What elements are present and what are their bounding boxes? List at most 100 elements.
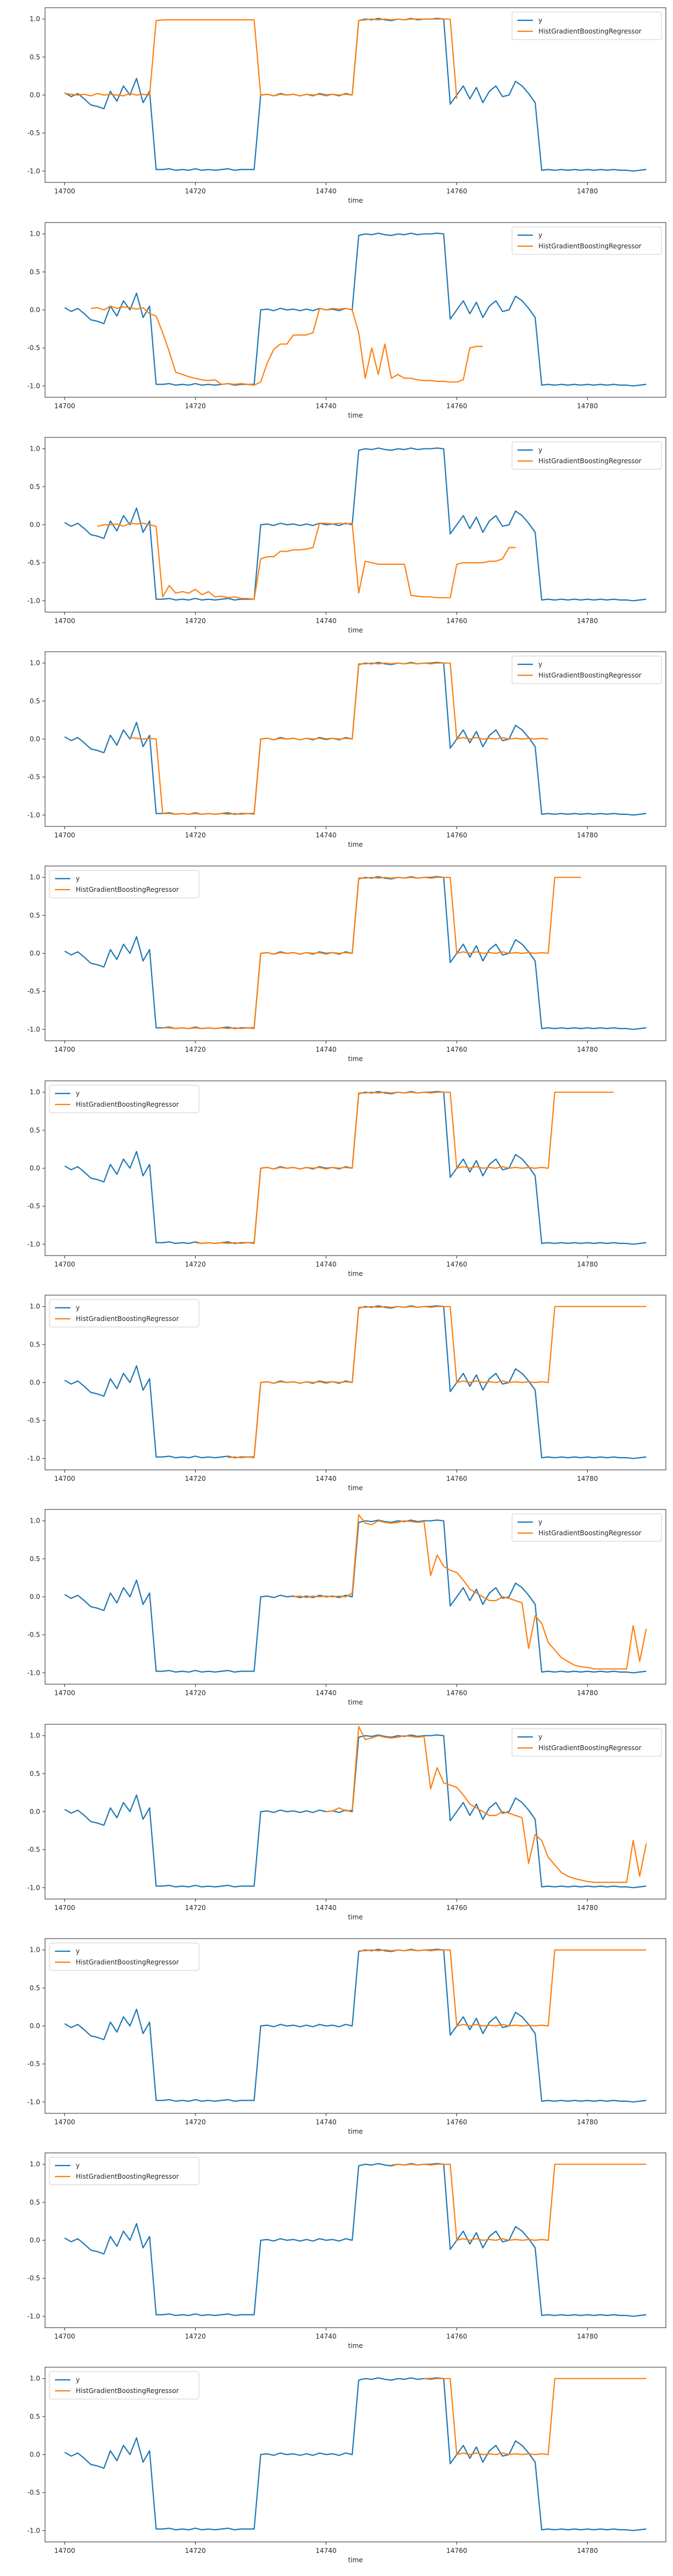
chart-svg-3: 14700 14720 14740 14760 14780 -1.0 -0.5 0.0 0.5 1… — [27, 437, 666, 634]
legend-box — [49, 1942, 199, 1971]
x-tick-label: 14780 — [577, 1261, 598, 1268]
x-tick-label: 14780 — [577, 1904, 598, 1912]
legend-label: HistGradientBoostingRegressor — [538, 27, 642, 35]
y-tick-label: 1.0 — [30, 1517, 40, 1525]
y-tick-label: -0.5 — [27, 1202, 40, 1210]
chart-panel-8: 14700 14720 14740 14760 14780 -1.0 -0.5 0.0 0.5 1… — [0, 1502, 673, 1716]
x-tick-label: 14760 — [446, 2118, 467, 2126]
x-tick-label: 14720 — [185, 617, 205, 625]
legend-label: y — [538, 16, 542, 24]
series-line-model — [91, 306, 483, 386]
x-tick-label: 14720 — [185, 1261, 205, 1268]
x-tick-label: 14740 — [315, 1261, 336, 1268]
x-axis-label: time — [348, 1698, 363, 1706]
chart-panel-12: 14700 14720 14740 14760 14780 -1.0 -0.5 0.0 0.5 1… — [0, 2360, 673, 2574]
x-axis-label: time — [348, 412, 363, 419]
x-axis-label: time — [348, 841, 363, 848]
series-line-model — [195, 1091, 614, 1244]
y-tick-label: 0.0 — [30, 1379, 40, 1386]
x-tick-label: 14760 — [446, 2333, 467, 2340]
legend-box — [49, 2371, 199, 2400]
series-line-model — [130, 662, 549, 815]
legend-label: HistGradientBoostingRegressor — [76, 886, 179, 893]
x-axis-label: time — [348, 197, 363, 204]
x-tick-label: 14700 — [54, 1261, 75, 1268]
series-line-y — [64, 2163, 647, 2317]
x-axis-label: time — [348, 1270, 363, 1278]
x-axis-label: time — [348, 1913, 363, 1921]
x-tick-label: 14780 — [577, 1689, 598, 1697]
x-tick-label: 14720 — [185, 1689, 205, 1697]
legend-box — [49, 870, 199, 898]
series-line-model — [326, 1726, 647, 1883]
chart-panel-10: 14700 14720 14740 14760 14780 -1.0 -0.5 0.0 0.5 1… — [0, 1931, 673, 2145]
x-tick-label: 14740 — [315, 1046, 336, 1053]
x-tick-label: 14760 — [446, 1689, 467, 1697]
y-tick-label: 1.0 — [30, 2161, 40, 2168]
y-tick-label: -0.5 — [27, 2274, 40, 2282]
x-tick-label: 14780 — [577, 2118, 598, 2126]
legend-label: y — [76, 1947, 80, 1955]
series-line-model — [97, 523, 516, 600]
y-tick-label: 0.0 — [30, 950, 40, 957]
series-line-model — [358, 1949, 647, 2027]
x-tick-label: 14760 — [446, 831, 467, 839]
legend: y HistGradientBoostingRegressor — [49, 1942, 199, 1971]
y-tick-label: 0.0 — [30, 521, 40, 529]
y-tick-label: -1.0 — [27, 2312, 40, 2320]
chart-svg-9: 14700 14720 14740 14760 14780 -1.0 -0.5 0.0 0.5 1… — [27, 1724, 666, 1921]
y-tick-label: 0.5 — [30, 697, 40, 705]
x-tick-label: 14780 — [577, 187, 598, 195]
y-tick-label: -1.0 — [27, 597, 40, 604]
legend-label: HistGradientBoostingRegressor — [538, 242, 642, 250]
legend-box — [49, 1085, 199, 1113]
y-tick-label: 0.0 — [30, 91, 40, 99]
y-tick-label: 0.5 — [30, 1555, 40, 1563]
y-tick-label: 1.0 — [30, 445, 40, 453]
x-tick-label: 14780 — [577, 1475, 598, 1483]
legend-box — [49, 1299, 199, 1328]
series-line-y — [64, 18, 647, 172]
y-tick-label: 0.5 — [30, 1341, 40, 1348]
legend-box — [511, 656, 662, 684]
x-tick-label: 14760 — [446, 402, 467, 410]
x-tick-label: 14720 — [185, 831, 205, 839]
x-tick-label: 14700 — [54, 1689, 75, 1697]
legend-box — [511, 12, 662, 40]
y-tick-label: 0.5 — [30, 1126, 40, 1134]
legend-label: y — [76, 875, 80, 882]
chart-svg-8: 14700 14720 14740 14760 14780 -1.0 -0.5 0.0 0.5 1… — [27, 1509, 666, 1706]
x-tick-label: 14740 — [315, 402, 336, 410]
legend-label: y — [76, 1304, 80, 1312]
y-tick-label: -1.0 — [27, 2527, 40, 2534]
x-tick-label: 14700 — [54, 402, 75, 410]
x-tick-label: 14740 — [315, 831, 336, 839]
x-tick-label: 14720 — [185, 1046, 205, 1053]
chart-svg-12: 14700 14720 14740 14760 14780 -1.0 -0.5 0.0 0.5 1… — [27, 2367, 666, 2564]
chart-panel-6: 14700 14720 14740 14760 14780 -1.0 -0.5 0.0 0.5 1… — [0, 1073, 673, 1287]
y-tick-label: 0.5 — [30, 1770, 40, 1778]
legend-label: y — [538, 446, 542, 454]
x-axis-label: time — [348, 1484, 363, 1492]
y-tick-label: -1.0 — [27, 1025, 40, 1033]
x-tick-label: 14740 — [315, 2547, 336, 2555]
legend: y HistGradientBoostingRegressor — [511, 441, 662, 470]
y-tick-label: 1.0 — [30, 230, 40, 238]
chart-svg-2: 14700 14720 14740 14760 14780 -1.0 -0.5 0.0 0.5 1… — [27, 222, 666, 419]
y-tick-label: -0.5 — [27, 773, 40, 781]
y-tick-label: 1.0 — [30, 1732, 40, 1740]
y-tick-label: -1.0 — [27, 1454, 40, 1462]
x-tick-label: 14760 — [446, 1261, 467, 1268]
series-line-y — [64, 1734, 647, 1889]
y-tick-label: -1.0 — [27, 382, 40, 390]
legend: y HistGradientBoostingRegressor — [511, 1728, 662, 1757]
x-tick-label: 14720 — [185, 2333, 205, 2340]
x-tick-label: 14700 — [54, 2547, 75, 2555]
series-line-model — [391, 2163, 647, 2241]
y-tick-label: -1.0 — [27, 1884, 40, 1891]
series-line-y — [64, 232, 647, 387]
y-tick-label: -0.5 — [27, 1417, 40, 1424]
x-tick-label: 14740 — [315, 2333, 336, 2340]
y-tick-label: 1.0 — [30, 874, 40, 881]
